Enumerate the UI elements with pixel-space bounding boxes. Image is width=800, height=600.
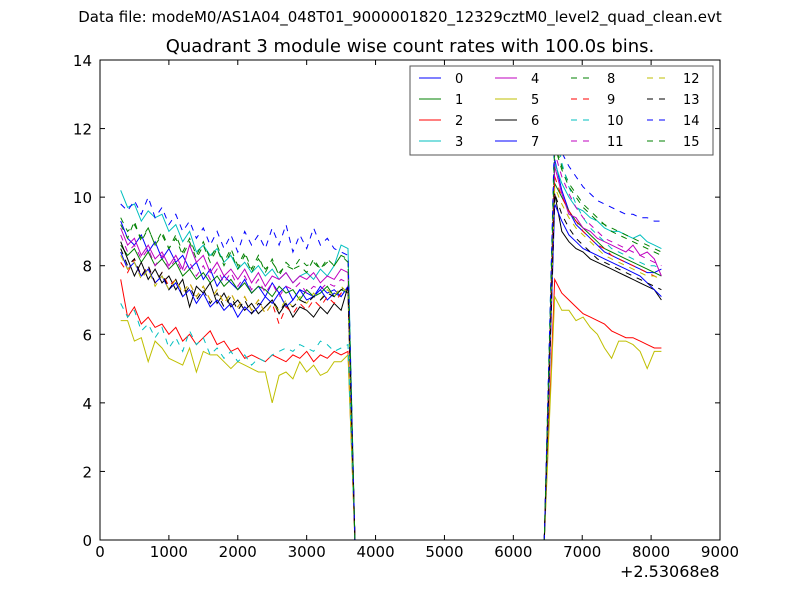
legend-label-11: 11 xyxy=(607,135,624,150)
legend-label-6: 6 xyxy=(531,114,539,129)
series-line-1 xyxy=(120,181,662,541)
legend-label-0: 0 xyxy=(455,72,463,87)
series-line-7 xyxy=(120,203,662,541)
axes-frame xyxy=(99,59,721,541)
legend-label-14: 14 xyxy=(683,114,700,129)
series-line-15 xyxy=(120,145,662,541)
data-file-caption: Data file: modeM0/AS1A04_048T01_90000018… xyxy=(78,8,722,26)
x-tick-label: 7000 xyxy=(563,543,601,561)
x-tick-label: 0 xyxy=(95,543,105,561)
series-line-3 xyxy=(120,162,662,541)
y-tick-label: 6 xyxy=(82,326,92,344)
y-tick-label: 2 xyxy=(82,463,92,481)
x-tick-label: 9000 xyxy=(701,543,739,561)
legend-label-12: 12 xyxy=(683,72,700,87)
legend-label-10: 10 xyxy=(607,114,624,129)
legend-label-3: 3 xyxy=(455,135,463,150)
series-line-11 xyxy=(120,152,662,541)
legend-label-5: 5 xyxy=(531,93,539,108)
x-tick-label: 4000 xyxy=(356,543,394,561)
series-line-4 xyxy=(120,166,662,541)
y-tick-label: 10 xyxy=(73,189,92,207)
x-tick-label: 3000 xyxy=(288,543,326,561)
legend-label-2: 2 xyxy=(455,114,463,129)
legend-label-4: 4 xyxy=(531,72,539,87)
y-tick-label: 8 xyxy=(82,258,92,276)
series-line-10 xyxy=(120,125,662,541)
y-tick-label: 14 xyxy=(73,52,92,70)
x-axis-offset-label: +2.53068e8 xyxy=(620,562,720,581)
series-line-9 xyxy=(120,176,662,541)
x-tick-label: 1000 xyxy=(150,543,188,561)
chart-title: Quadrant 3 module wise count rates with … xyxy=(165,36,655,57)
series-line-5 xyxy=(120,294,662,541)
y-tick-label: 0 xyxy=(82,532,92,550)
series-line-14 xyxy=(120,131,662,541)
legend-label-15: 15 xyxy=(683,135,700,150)
y-tick-label: 12 xyxy=(73,121,92,139)
series-line-8 xyxy=(120,142,662,541)
legend-label-9: 9 xyxy=(607,93,615,108)
legend-box xyxy=(409,65,714,156)
legend-label-7: 7 xyxy=(531,135,539,150)
axis-ticks: 0 1000 2000 3000 4000 5000 6000 7000 8000 9000 0 2 4… xyxy=(73,52,739,561)
legend-label-1: 1 xyxy=(455,93,463,108)
series-line-6 xyxy=(120,193,662,541)
legend-label-13: 13 xyxy=(683,93,700,108)
series-line-2 xyxy=(120,277,662,541)
x-tick-label: 8000 xyxy=(632,543,670,561)
x-tick-label: 6000 xyxy=(494,543,532,561)
series-line-0 xyxy=(120,159,662,541)
series-line-12 xyxy=(120,186,662,541)
x-tick-label: 5000 xyxy=(425,543,463,561)
legend-label-8: 8 xyxy=(607,72,615,87)
y-tick-label: 4 xyxy=(82,395,92,413)
x-tick-label: 2000 xyxy=(219,543,257,561)
series-lines xyxy=(120,125,662,541)
